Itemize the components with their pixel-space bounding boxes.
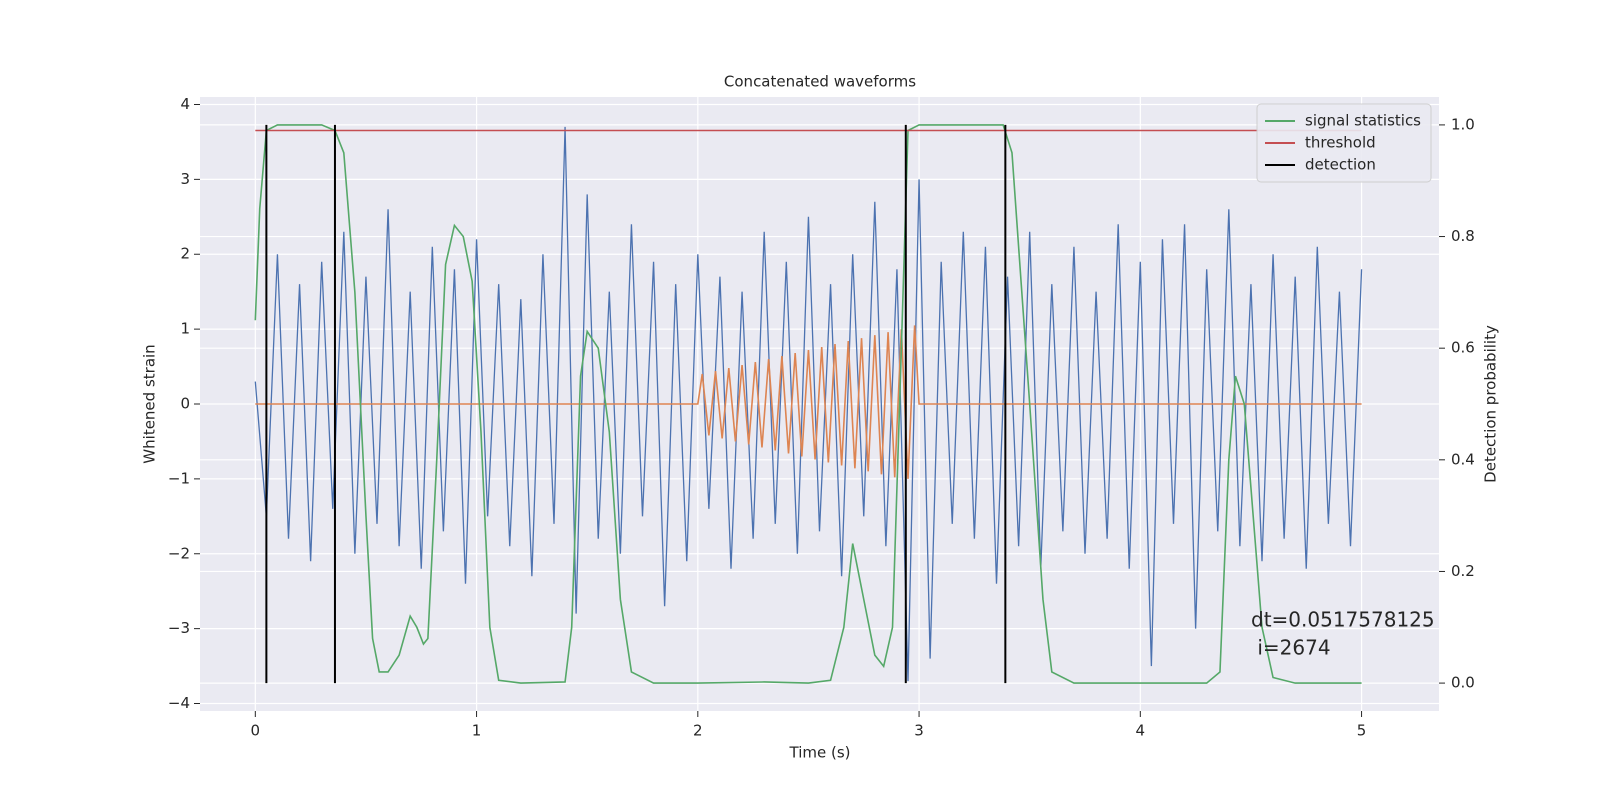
- y2-tick-label: 1.0: [1451, 115, 1475, 133]
- series-line: [254, 126, 1363, 682]
- y-tick-label: −2: [168, 544, 190, 562]
- y2-tick-label: 0.0: [1451, 674, 1475, 692]
- x-tick-label: 0: [251, 722, 261, 740]
- y-tick-label: −4: [168, 694, 190, 712]
- y2-tick-label: 0.6: [1451, 339, 1475, 357]
- y2-tick-label: 0.2: [1451, 562, 1475, 580]
- y-tick-label: 1: [180, 320, 190, 338]
- legend-label: threshold: [1305, 134, 1376, 152]
- y-axis-label: Whitened strain: [141, 344, 159, 463]
- annotation: dt=0.0517578125: [1251, 608, 1435, 632]
- y-tick-label: −3: [168, 619, 190, 637]
- y2-tick-label: 0.8: [1451, 227, 1475, 245]
- x-tick-label: 2: [693, 722, 703, 740]
- x-tick-label: 4: [1136, 722, 1146, 740]
- annotation: i=2674: [1251, 636, 1331, 660]
- y-tick-label: 0: [180, 395, 190, 413]
- chart-title: Concatenated waveforms: [724, 73, 916, 91]
- y-tick-label: 3: [180, 170, 190, 188]
- legend-label: detection: [1305, 156, 1376, 174]
- series-line: [255, 325, 1362, 479]
- x-tick-label: 5: [1357, 722, 1367, 740]
- x-tick-label: 1: [472, 722, 482, 740]
- y-tick-label: 2: [180, 245, 190, 263]
- y-tick-label: 4: [180, 95, 190, 113]
- legend-label: signal statistics: [1305, 112, 1421, 130]
- y-tick-label: −1: [168, 469, 190, 487]
- series-line: [254, 124, 1362, 684]
- y2-axis-label: Detection probability: [1482, 325, 1500, 483]
- x-tick-label: 3: [914, 722, 924, 740]
- x-axis-label: Time (s): [789, 744, 851, 762]
- plot-area: [200, 97, 1439, 711]
- legend-box: [1256, 103, 1432, 183]
- y2-tick-label: 0.4: [1451, 450, 1475, 468]
